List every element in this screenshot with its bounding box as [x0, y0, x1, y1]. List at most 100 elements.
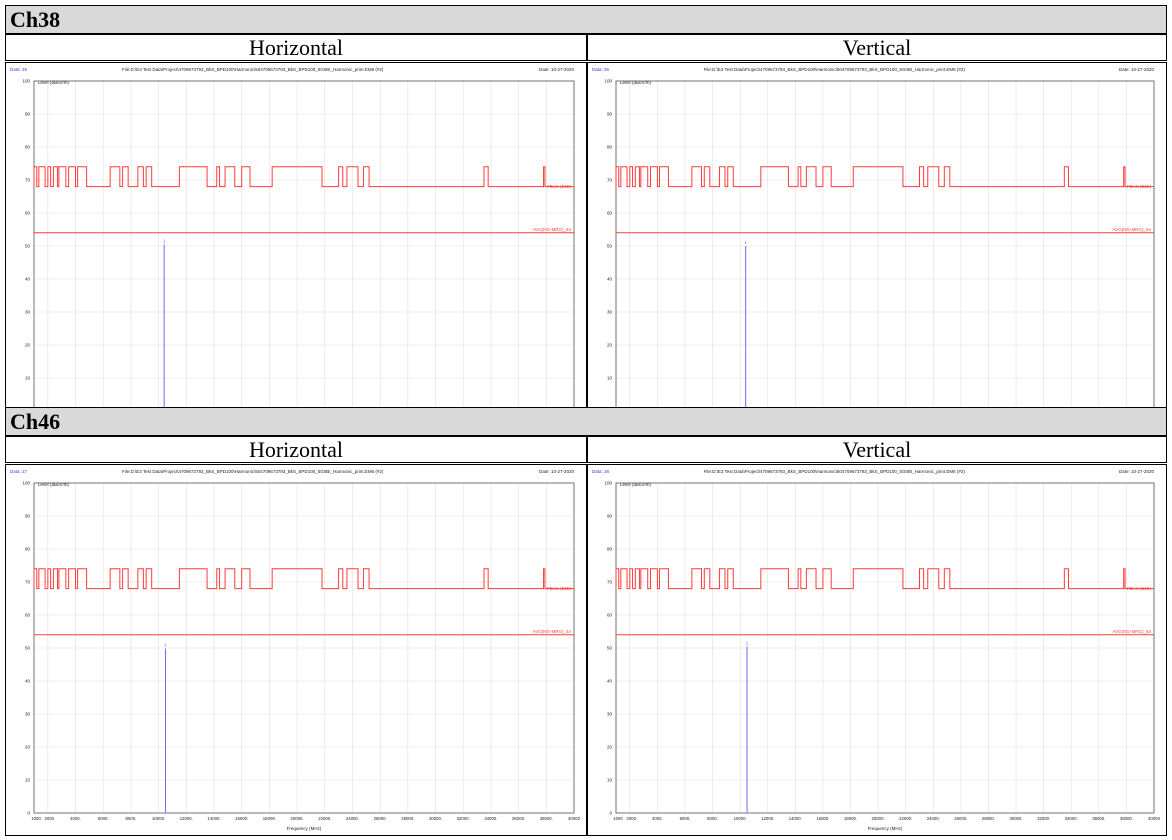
marker-label: 1: [746, 640, 749, 645]
x-tick-label: 34000.: [1065, 816, 1078, 821]
avg-limit-label: AVG(NG-MRG)_54: [1113, 629, 1152, 634]
x-tick-label: 8000.: [126, 816, 137, 821]
chart-svg: Data: 25 File:D:\E3 Test Data\Project\470…: [10, 67, 581, 429]
x-tick-label: 4000.: [652, 816, 663, 821]
peak-limit-label: PEAK (EMI): [547, 586, 572, 591]
x-tick-label: 30000.: [1009, 816, 1022, 821]
x-tick-label: 30000.: [429, 816, 442, 821]
y-tick-label: 80: [607, 547, 613, 552]
data-number-label: Data: 26: [592, 67, 610, 72]
polarization-label: Vertical: [587, 34, 1167, 61]
peak-limit-line: [615, 568, 1154, 590]
y-tick-label: 70: [607, 178, 613, 183]
x-tick-label: 12000.: [761, 816, 774, 821]
emission-plot: Data: 27 File:D:\E3 Test Data\Project\470…: [5, 464, 587, 836]
peak-limit-line: [33, 166, 574, 188]
x-tick-label: 22000.: [899, 816, 912, 821]
y-tick-label: 80: [607, 145, 613, 150]
peak-limit-label: PEAK (EMI): [1127, 184, 1152, 189]
x-tick-label: 6000.: [680, 816, 691, 821]
y-tick-label: 50: [607, 244, 613, 249]
y-tick-label: 30: [607, 310, 613, 315]
x-tick-label: 20000.: [872, 816, 885, 821]
y-tick-label: 20: [607, 343, 613, 348]
peak-limit-label: PEAK (EMI): [1127, 586, 1152, 591]
file-path-label: File:D:\E3 Test Data\Project\4709673793_…: [704, 67, 966, 72]
y-tick-label: 10: [25, 778, 31, 783]
y-tick-label: 0: [27, 811, 30, 816]
avg-limit-label: AVG(NG-MRG)_54: [533, 227, 572, 232]
x-tick-label: 18000.: [263, 816, 276, 821]
peak-limit-label: PEAK (EMI): [547, 184, 572, 189]
chart-svg: Data: 27 File:D:\E3 Test Data\Project\470…: [10, 469, 581, 831]
x-axis-label: Frequency (MHz): [868, 826, 903, 831]
x-tick-label: 10000.: [152, 816, 165, 821]
y-tick-label: 50: [25, 244, 31, 249]
x-tick-label: 2000.: [44, 816, 55, 821]
section-title: Ch38: [5, 5, 1167, 34]
x-tick-label: 4000.: [70, 816, 81, 821]
y-tick-label: 10: [25, 376, 31, 381]
x-tick-label: 16000.: [235, 816, 248, 821]
y-tick-label: 30: [25, 310, 31, 315]
x-tick-label: 36000.: [512, 816, 525, 821]
x-tick-label: 26000.: [374, 816, 387, 821]
x-tick-label: 32000.: [457, 816, 470, 821]
x-tick-label: 26000.: [954, 816, 967, 821]
peak-limit-line: [615, 166, 1154, 188]
file-path-label: File:D:\E3 Test Data\Project\4709673793_…: [122, 469, 384, 474]
y-tick-label: 40: [607, 679, 613, 684]
y-tick-label: 70: [607, 580, 613, 585]
y-tick-label: 60: [25, 211, 31, 216]
polarization-label: Vertical: [587, 436, 1167, 463]
date-label: Date: 10-27-2020: [539, 67, 575, 72]
x-tick-label: 34000.: [484, 816, 497, 821]
plot-frame: [615, 482, 1155, 814]
x-tick-label: 28000.: [401, 816, 414, 821]
x-tick-label: 2000.: [626, 816, 637, 821]
x-tick-label: 20000.: [290, 816, 303, 821]
date-label: Date: 10-27-2020: [539, 469, 575, 474]
polarization-label: Horizontal: [5, 34, 587, 61]
y-tick-label: 100: [604, 79, 612, 84]
polarization-label: Horizontal: [5, 436, 587, 463]
peak-limit-line: [33, 568, 574, 590]
y-tick-label: 0: [609, 811, 612, 816]
y-tick-label: 60: [607, 211, 613, 216]
y-tick-label: 100: [22, 481, 30, 486]
x-tick-label: 38000.: [1120, 816, 1133, 821]
x-tick-label: 6000.: [98, 816, 109, 821]
x-tick-label: 10000.: [734, 816, 747, 821]
y-axis-label: Level (dBuV/m): [38, 80, 70, 85]
x-tick-label: 28000.: [982, 816, 995, 821]
y-tick-label: 90: [25, 514, 31, 519]
x-tick-label: 24000.: [346, 816, 359, 821]
emission-plot: Data: 25 File:D:\E3 Test Data\Project\470…: [5, 62, 587, 434]
y-tick-label: 60: [25, 613, 31, 618]
x-tick-label: 18000.: [844, 816, 857, 821]
date-label: Date: 10-27-2020: [1119, 469, 1155, 474]
x-tick-label: 24000.: [927, 816, 940, 821]
x-tick-label: 1000: [31, 816, 41, 821]
marker-label: 1: [164, 643, 167, 648]
emission-plot: Data: 26 File:D:\E3 Test Data\Project\470…: [587, 62, 1167, 434]
y-axis-label: Level (dBuV/m): [38, 482, 70, 487]
y-tick-label: 70: [25, 178, 31, 183]
x-tick-label: 16000.: [816, 816, 829, 821]
x-tick-label: 38000.: [540, 816, 553, 821]
data-number-label: Data: 27: [10, 469, 28, 474]
avg-limit-label: AVG(NG-MRG)_54: [533, 629, 572, 634]
y-axis-label: Level (dBuV/m): [620, 482, 652, 487]
data-number-label: Data: 25: [10, 67, 28, 72]
y-tick-label: 80: [25, 145, 31, 150]
y-tick-label: 50: [607, 646, 613, 651]
y-tick-label: 10: [607, 778, 613, 783]
y-tick-label: 10: [607, 376, 613, 381]
y-axis-label: Level (dBuV/m): [620, 80, 652, 85]
y-tick-label: 50: [25, 646, 31, 651]
x-tick-label: 36000.: [1092, 816, 1105, 821]
y-tick-label: 20: [607, 745, 613, 750]
x-axis-label: Frequency (MHz): [287, 826, 322, 831]
x-tick-label: 40000: [568, 816, 581, 821]
x-tick-label: 14000.: [207, 816, 220, 821]
